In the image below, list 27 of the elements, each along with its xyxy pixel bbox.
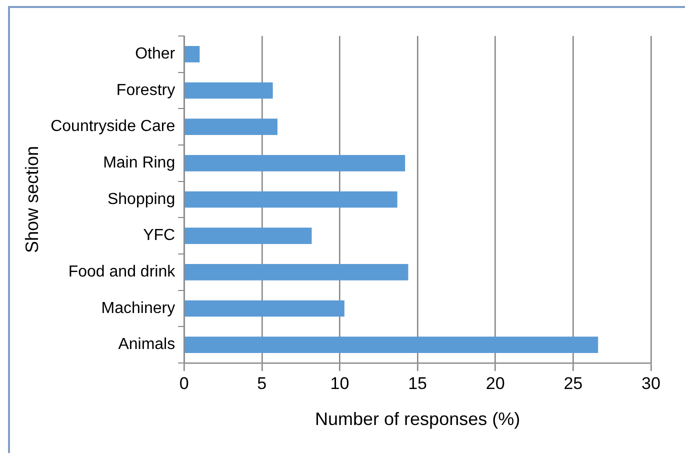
y-tick-label: Machinery [101,300,176,317]
bar [184,46,200,62]
y-tick-label: Countryside Care [50,118,176,136]
bar [184,154,406,172]
x-tick-label: 20 [486,374,505,393]
y-tick-label: Forestry [116,82,176,99]
x-tick-label: 5 [257,374,267,393]
x-tick-label: 0 [179,374,189,393]
bar [184,264,408,280]
bar [184,300,344,317]
bar [184,228,312,244]
y-tick-label: Food and drink [68,264,176,281]
y-tick-label: YFC [143,227,176,244]
bar [184,118,278,136]
bar [184,191,398,208]
x-tick-label: 25 [564,374,583,393]
x-axis-title: Number of responses (%) [315,409,520,430]
y-tick-label: Main Ring [103,154,176,172]
x-tick-label: 15 [408,374,428,393]
y-axis-title: Show section [22,146,42,254]
bar [184,336,598,354]
bar [184,82,273,99]
x-tick-label: 10 [330,374,350,393]
y-tick-label: Animals [118,336,176,354]
y-tick-label: Other [135,46,176,63]
x-tick-label: 30 [642,374,660,393]
y-tick-label: Shopping [107,190,176,208]
